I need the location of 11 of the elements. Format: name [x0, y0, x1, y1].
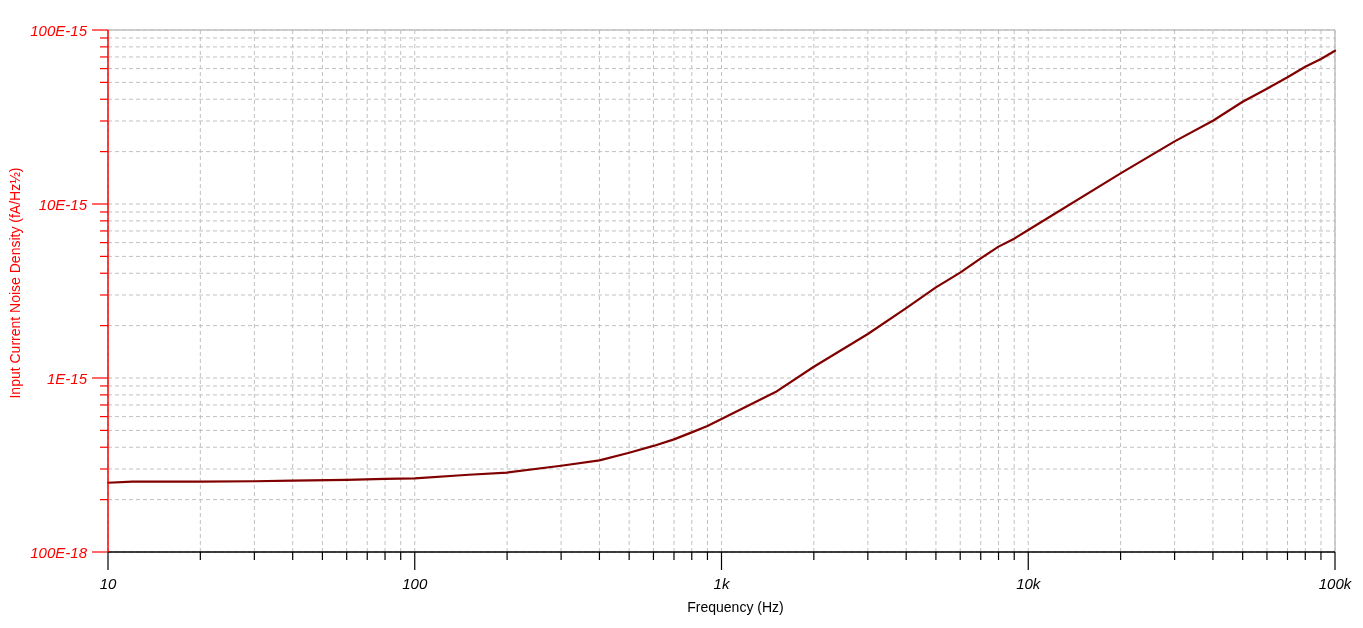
y-axis-title: Input Current Noise Density (fA/Hz½) [7, 167, 23, 399]
x-tick-label: 1k [713, 574, 731, 592]
x-tick-label: 10k [1016, 574, 1042, 592]
y-tick-label: 10E-15 [38, 195, 88, 213]
x-axis-title: Frequency (Hz) [687, 599, 784, 615]
y-tick-label: 1E-15 [46, 369, 88, 387]
x-tick-label: 100 [402, 574, 428, 592]
y-tick-label: 100E-18 [30, 543, 88, 561]
x-tick-label: 100k [1318, 574, 1353, 592]
x-tick-label: 10 [99, 574, 117, 592]
y-tick-label: 100E-15 [30, 21, 88, 39]
